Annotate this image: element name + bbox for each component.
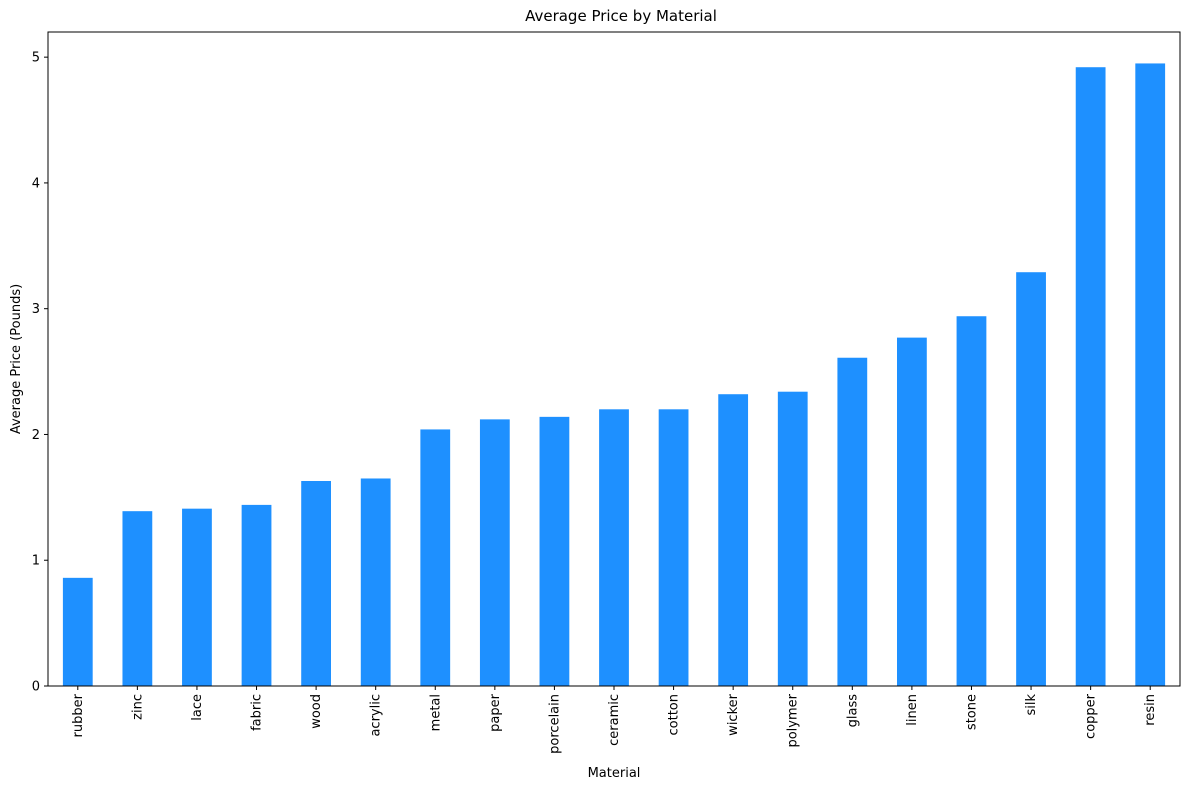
bar-glass bbox=[837, 357, 868, 686]
bar-acrylic bbox=[360, 478, 391, 686]
x-tick-label: stone bbox=[964, 694, 979, 730]
x-tick-label: porcelain bbox=[547, 694, 562, 754]
bar-fabric bbox=[241, 504, 272, 686]
x-tick-label: copper bbox=[1084, 693, 1099, 739]
x-tick-label: polymer bbox=[786, 693, 801, 747]
x-tick-label: glass bbox=[845, 694, 860, 728]
x-tick-label: fabric bbox=[250, 694, 265, 731]
bar-resin bbox=[1135, 63, 1166, 686]
y-axis-label: Average Price (Pounds) bbox=[9, 284, 24, 434]
y-tick-label: 5 bbox=[32, 51, 40, 66]
x-tick-label: linen bbox=[905, 694, 920, 726]
x-tick-label: lace bbox=[190, 694, 205, 721]
bar-rubber bbox=[62, 577, 93, 686]
bar-ceramic bbox=[599, 409, 629, 686]
bar-zinc bbox=[122, 511, 153, 686]
bar-stone bbox=[956, 316, 987, 686]
bar-porcelain bbox=[539, 416, 570, 686]
x-tick-label: acrylic bbox=[369, 694, 384, 737]
chart-title: Average Price by Material bbox=[525, 7, 717, 25]
y-tick-label: 0 bbox=[32, 680, 40, 695]
x-tick-label: wood bbox=[309, 694, 324, 729]
y-axis-ticks: 0 1 2 3 4 5 bbox=[32, 51, 48, 695]
x-axis-ticks: rubber zinc lace fabric wood acrylic metal pape… bbox=[71, 686, 1158, 754]
x-tick-label: cotton bbox=[667, 694, 682, 736]
bar-paper bbox=[479, 419, 510, 686]
x-tick-label: wicker bbox=[726, 693, 741, 735]
y-tick-label: 2 bbox=[32, 428, 40, 443]
x-tick-label: zinc bbox=[130, 694, 145, 720]
bar-copper bbox=[1075, 67, 1106, 686]
x-tick-label: ceramic bbox=[607, 694, 622, 746]
plot-frame bbox=[47, 31, 1181, 687]
bar-polymer bbox=[777, 391, 808, 686]
x-tick-label: resin bbox=[1143, 694, 1158, 726]
bar-linen bbox=[897, 337, 927, 686]
x-tick-label: rubber bbox=[71, 693, 86, 737]
bar-wicker bbox=[718, 394, 749, 686]
bars-group bbox=[62, 63, 1166, 686]
bar-cotton bbox=[658, 409, 689, 686]
x-tick-label: metal bbox=[428, 694, 443, 731]
x-axis-label: Material bbox=[588, 766, 641, 781]
y-tick-label: 1 bbox=[32, 554, 40, 569]
bar-metal bbox=[420, 429, 451, 686]
y-tick-label: 3 bbox=[32, 302, 40, 317]
x-tick-label: silk bbox=[1024, 694, 1039, 716]
y-tick-label: 4 bbox=[32, 176, 40, 191]
x-tick-label: paper bbox=[488, 693, 503, 731]
bar-wood bbox=[301, 480, 331, 686]
bar-silk bbox=[1016, 272, 1046, 686]
bar-lace bbox=[182, 508, 212, 686]
